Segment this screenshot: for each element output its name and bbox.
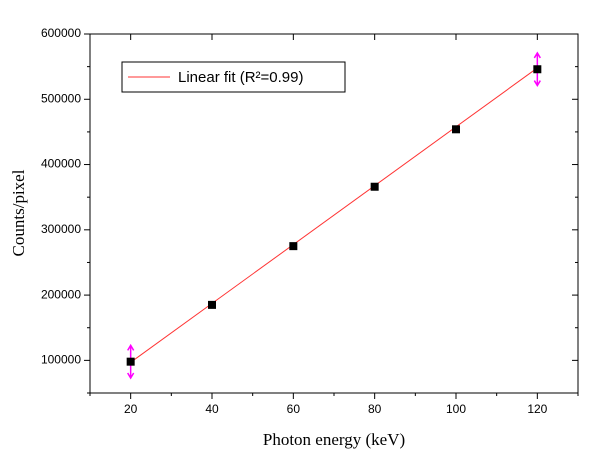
y-axis-label: Counts/pixel [9, 169, 28, 256]
data-point [208, 300, 216, 309]
data-point [452, 125, 460, 134]
y-tick-label: 500000 [41, 91, 81, 105]
x-tick-label: 120 [527, 402, 547, 416]
fit-line [130, 67, 538, 363]
x-tick-label: 60 [287, 402, 301, 416]
y-tick-label: 400000 [41, 157, 81, 171]
x-tick-label: 20 [124, 402, 138, 416]
legend-label: Linear fit (R²=0.99) [178, 69, 303, 86]
y-tick-label: 600000 [41, 26, 81, 40]
data-point [289, 242, 298, 251]
x-tick-label: 80 [368, 402, 382, 416]
data-point [533, 65, 542, 74]
data-point [370, 182, 379, 191]
y-tick-label: 200000 [41, 287, 81, 301]
x-tick-label: 100 [446, 402, 466, 416]
y-tick-label: 100000 [41, 353, 81, 367]
y-tick-label: 300000 [41, 222, 81, 236]
data-point [126, 357, 135, 366]
x-axis-label: Photon energy (keV) [263, 430, 405, 449]
x-tick-label: 40 [205, 402, 219, 416]
